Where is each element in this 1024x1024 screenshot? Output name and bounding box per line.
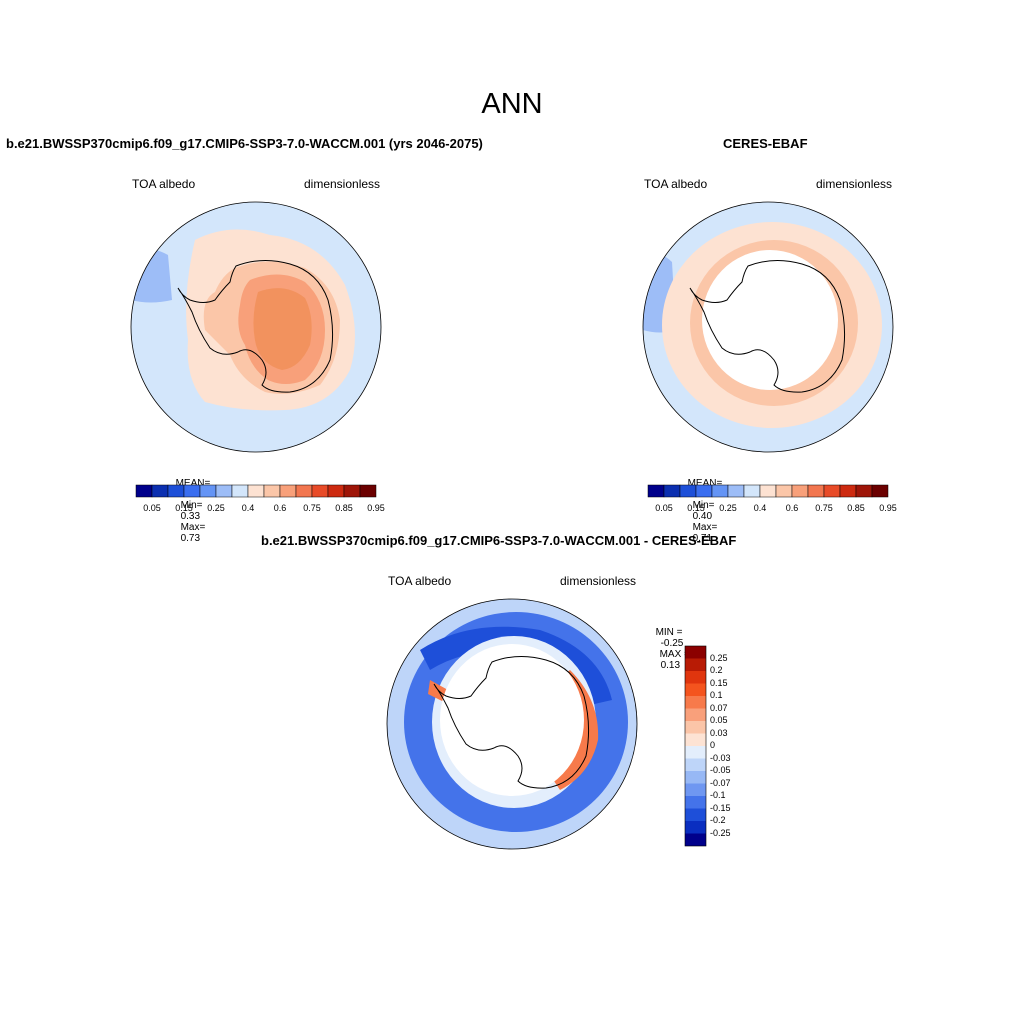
colorbar-swatch	[685, 808, 706, 821]
colorbar-tick-label: 0.75	[303, 503, 321, 513]
colorbar-swatch	[685, 746, 706, 759]
colorbar-tick-label: -0.15	[710, 802, 731, 813]
colorbar-tick-label: -0.25	[710, 827, 731, 838]
obs-min-value: 0.40	[692, 511, 713, 522]
colorbar-tick-label: 0.25	[207, 503, 225, 513]
colorbar-tick-label: 0.1	[710, 690, 723, 700]
colorbar-tick-label: 0.25	[719, 503, 737, 513]
colorbar-tick-label: 0.15	[687, 503, 705, 513]
colorbar-tick-label: 0.05	[710, 715, 728, 725]
diff-strong-negative	[420, 626, 612, 705]
diff-coastline	[433, 656, 590, 789]
colorbar-tick-label: 0.05	[655, 503, 673, 513]
figure-title: ANN	[481, 88, 543, 120]
model-ice-sheet-core	[253, 288, 312, 370]
colorbar-swatch	[871, 484, 889, 498]
colorbar-swatch	[685, 658, 706, 671]
colorbar-tick-label: 0.4	[241, 503, 255, 513]
colorbar-swatch	[685, 646, 706, 659]
panel-obs-title: CERES-EBAF	[723, 136, 808, 151]
obs-mean-label: MEAN=	[687, 478, 723, 489]
model-mean-label: MEAN=	[175, 478, 211, 489]
model-map-border	[130, 201, 382, 453]
colorbar-tick-label: 0.05	[143, 503, 161, 513]
colorbar-tick-label: 0.6	[273, 503, 287, 513]
diff-map-border	[386, 598, 638, 850]
model-coastline	[177, 260, 334, 393]
colorbar-tick-label: 0.75	[815, 503, 833, 513]
panel-diff-variable: TOA albedo	[388, 574, 452, 588]
colorbar-swatch	[685, 733, 706, 746]
colorbar-tick-label: 0.03	[710, 727, 728, 738]
colorbar-swatch	[359, 484, 377, 498]
colorbar-tick-label: 0.4	[753, 503, 767, 513]
obs-max-value: 0.71	[692, 533, 713, 544]
colorbar-tick-label: 0.25	[710, 652, 728, 663]
colorbar-swatch	[685, 721, 706, 734]
model-min-label: Min=	[180, 500, 203, 511]
colorbar-swatch	[685, 708, 706, 721]
colorbar-tick-label: 0.07	[710, 702, 728, 713]
obs-min-label: Min=	[692, 500, 715, 511]
obs-continent-missing	[702, 250, 838, 390]
colorbar-swatch	[685, 821, 706, 834]
colorbar-swatch	[685, 796, 706, 809]
colorbar-swatch	[685, 683, 706, 696]
colorbar-swatch	[685, 671, 706, 684]
panel-diff-title: b.e21.BWSSP370cmip6.f09_g17.CMIP6-SSP3-7…	[261, 533, 737, 548]
colorbar-swatch	[685, 696, 706, 709]
panel-obs-units: dimensionless	[816, 177, 893, 191]
colorbar-swatch	[685, 833, 706, 846]
colorbar-tick-label: 0.15	[710, 677, 728, 688]
panel-diff-units: dimensionless	[560, 574, 637, 588]
panel-model-variable: TOA albedo	[132, 177, 196, 191]
diff-min-label: MIN =	[655, 627, 683, 638]
diff-max-value: 0.13	[660, 660, 681, 671]
colorbar-tick-label: 0	[710, 740, 716, 750]
diff-continent-missing	[440, 644, 584, 796]
colorbar-tick-label: 0.15	[175, 503, 193, 513]
model-max-value: 0.73	[180, 533, 201, 544]
colorbar-tick-label: -0.1	[710, 790, 726, 800]
colorbar-tick-label: 0.95	[879, 503, 897, 513]
diff-positive-peninsula	[428, 680, 448, 702]
panel-model-title: b.e21.BWSSP370cmip6.f09_g17.CMIP6-SSP3-7…	[6, 136, 483, 151]
colorbar-tick-label: -0.2	[710, 815, 726, 825]
obs-max-label: Max=	[692, 522, 718, 533]
colorbar-tick-label: -0.03	[710, 752, 731, 763]
diff-min-value: -0.25	[660, 638, 684, 649]
obs-coastline	[689, 260, 846, 393]
colorbar-tick-label: 0.85	[335, 503, 353, 513]
colorbar-tick-label: 0.2	[710, 665, 723, 675]
panel-obs-variable: TOA albedo	[644, 177, 708, 191]
colorbar-frame	[684, 645, 707, 847]
colorbar-swatch	[685, 758, 706, 771]
colorbar-tick-label: 0.6	[785, 503, 799, 513]
diff-positive-edge	[552, 670, 599, 790]
obs-map-border	[642, 201, 894, 453]
colorbar-tick-label: 0.95	[367, 503, 385, 513]
colorbar-swatch	[685, 783, 706, 796]
colorbar-tick-label: -0.05	[710, 765, 731, 775]
panel-model-units: dimensionless	[304, 177, 381, 191]
colorbar-tick-label: -0.07	[710, 777, 731, 788]
colorbar-swatch	[685, 771, 706, 784]
colorbar-tick-label: 0.85	[847, 503, 865, 513]
model-min-value: 0.33	[180, 511, 201, 522]
model-max-label: Max=	[180, 522, 206, 533]
